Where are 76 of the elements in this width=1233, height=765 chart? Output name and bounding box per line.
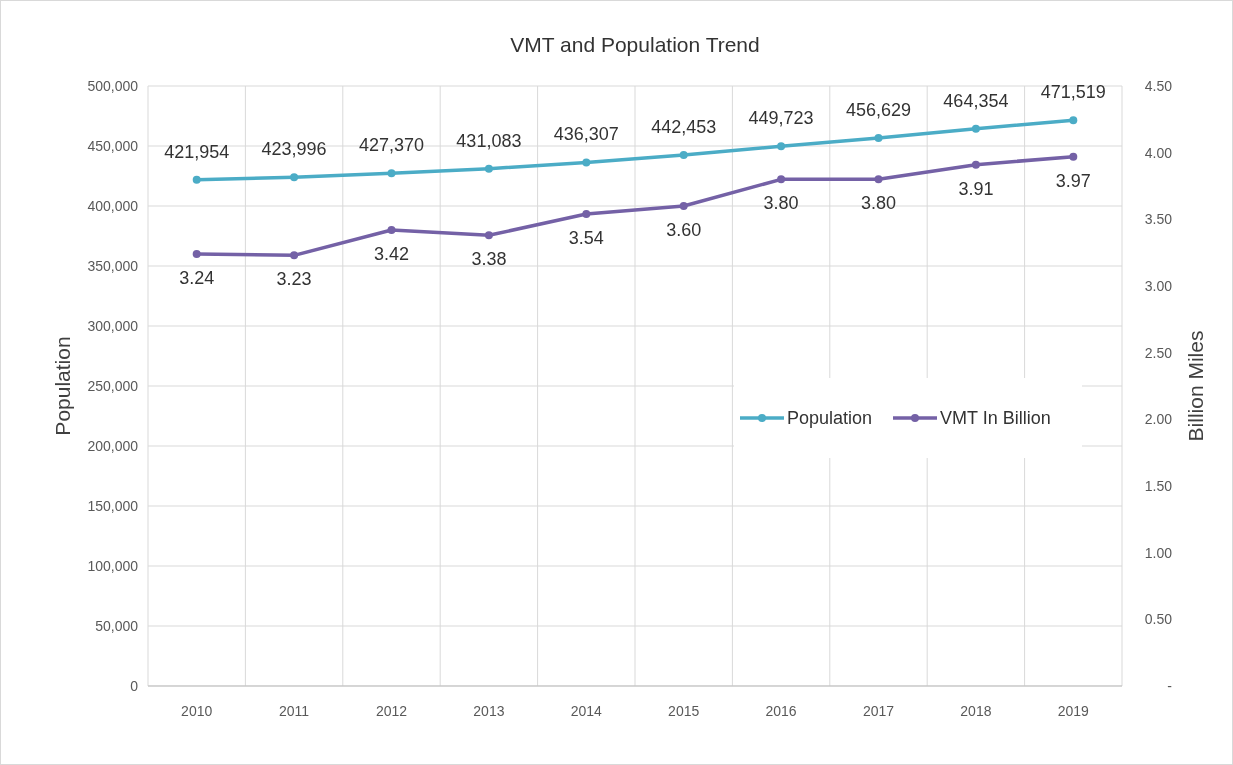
y-axis-title: Population	[51, 336, 74, 436]
point	[290, 173, 299, 182]
data-label: 3.60	[666, 220, 702, 240]
y2-tick-label: 1.50	[1144, 478, 1173, 494]
data-label: 3.23	[276, 269, 312, 290]
y2-tick-label: 4.00	[1144, 144, 1173, 161]
y-tick-label: 350,000	[87, 258, 139, 274]
point	[874, 175, 883, 184]
y2-tick-label: 1.00	[1144, 544, 1173, 561]
data-label: 3.80	[860, 193, 897, 214]
data-label: 3.97	[1055, 170, 1091, 191]
point	[484, 231, 493, 240]
y2-tick-label: 2.50	[1144, 344, 1173, 361]
y-tick-label: 100,000	[87, 558, 139, 574]
point	[582, 210, 591, 218]
point	[387, 226, 396, 234]
x-tick-label: 2013	[473, 703, 505, 719]
data-label: 449,723	[748, 108, 814, 129]
data-label: 3.54	[568, 228, 604, 248]
data-label: 3.91	[958, 178, 994, 199]
point	[582, 158, 591, 167]
y2-tick-label: 3.50	[1144, 211, 1173, 228]
y-tick-label: 250,000	[87, 378, 139, 394]
chart-title: VMT and Population Trend	[510, 33, 760, 56]
point	[1069, 152, 1078, 161]
y2-tick-label: 2.00	[1144, 411, 1173, 428]
point	[1069, 116, 1078, 125]
point	[874, 134, 883, 143]
x-tick-label: 2011	[279, 703, 310, 719]
data-label: 431,083	[456, 130, 522, 151]
x-tick-label: 2016	[765, 703, 797, 719]
legend-label: VMT In Billion	[940, 408, 1051, 428]
data-label: 442,453	[651, 117, 717, 138]
data-label: 471,519	[1040, 82, 1106, 103]
point	[192, 250, 201, 258]
x-tick-label: 2012	[375, 703, 408, 719]
point	[777, 142, 786, 151]
legend-label: Population	[787, 408, 873, 428]
x-tick-label: 2014	[570, 703, 603, 719]
x-tick-label: 2017	[862, 703, 895, 719]
y-tick-label: 500,000	[87, 78, 139, 94]
point	[971, 124, 980, 133]
point	[192, 175, 201, 184]
y-tick-label: 300,000	[87, 318, 139, 334]
point	[679, 151, 688, 160]
y-tick-label: 450,000	[87, 138, 139, 154]
data-label: 3.42	[373, 244, 410, 264]
y-tick-label: 150,000	[87, 498, 139, 514]
y2-axis-title: Billion Miles	[1184, 330, 1207, 442]
point	[484, 164, 493, 173]
point	[387, 169, 396, 178]
y2-tick-label: -	[1167, 678, 1173, 694]
y-tick-label: 200,000	[87, 438, 139, 454]
point	[290, 251, 299, 260]
y-tick-label: 400,000	[87, 198, 139, 214]
data-label: 3.24	[179, 268, 215, 288]
y2-tick-label: 0.50	[1144, 611, 1173, 628]
data-label: 464,354	[943, 90, 1009, 111]
point	[777, 175, 786, 184]
x-tick-label: 2010	[181, 703, 213, 719]
data-label: 456,629	[845, 100, 912, 121]
x-tick-label: 2015	[668, 703, 700, 719]
y-tick-label: 0	[130, 678, 139, 694]
data-label: 423,996	[261, 139, 327, 160]
data-label: 421,954	[164, 141, 230, 162]
point	[971, 160, 980, 169]
data-label: 427,370	[358, 135, 425, 156]
y2-tick-label: 3.00	[1144, 278, 1173, 294]
x-tick-label: 2019	[1057, 703, 1090, 719]
data-label: 3.80	[763, 193, 799, 214]
data-label: 436,307	[553, 124, 619, 145]
y2-tick-label: 4.50	[1144, 78, 1173, 94]
x-tick-label: 2018	[960, 703, 992, 719]
data-label: 3.38	[471, 249, 507, 270]
y-tick-label: 50,000	[95, 618, 139, 634]
point	[679, 202, 688, 210]
